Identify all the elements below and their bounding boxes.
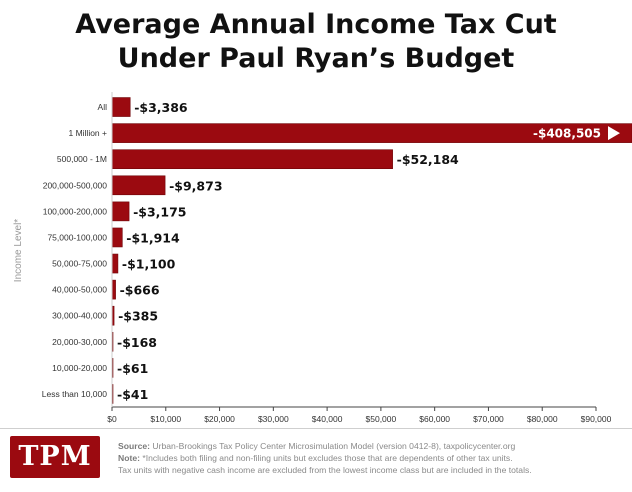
- category-label: Less than 10,000: [42, 389, 107, 399]
- source-line: Source: Urban-Brookings Tax Policy Cente…: [118, 440, 623, 452]
- category-label: 10,000-20,000: [52, 363, 107, 373]
- category-label: 40,000-50,000: [52, 285, 107, 295]
- value-label: -$1,914: [126, 230, 180, 245]
- bar-chart: All -$3,386 1 Million + -$408,505 500,000 - …: [13, 92, 632, 424]
- note-line-2: Tax units with negative cash income are …: [118, 465, 532, 475]
- chart-title-line-1: Average Annual Income Tax Cut: [75, 9, 557, 40]
- bar: [111, 253, 119, 274]
- x-tick-label: $90,000: [581, 414, 612, 424]
- bar: [111, 279, 116, 300]
- bar: [111, 97, 131, 117]
- value-label: -$385: [118, 309, 158, 324]
- value-label: -$3,386: [134, 100, 188, 115]
- x-tick-label: $70,000: [473, 414, 504, 424]
- note-line-1: Note: *Includes both filing and non-fili…: [118, 452, 623, 464]
- source-label: Source:: [118, 441, 150, 451]
- x-tick-label: $30,000: [258, 414, 289, 424]
- value-label: -$168: [117, 335, 157, 350]
- value-label: -$52,184: [397, 152, 459, 167]
- category-label: 75,000-100,000: [47, 232, 107, 242]
- category-label: 200,000-500,000: [43, 180, 108, 190]
- overflow-arrow-icon: [608, 126, 620, 141]
- footer-divider: [0, 428, 632, 429]
- x-tick-label: $0: [107, 414, 117, 424]
- x-tick-label: $10,000: [150, 414, 181, 424]
- note-text-1: *Includes both filing and non-filing uni…: [142, 453, 513, 463]
- chart-title: Average Annual Income Tax Cut Under Paul…: [0, 8, 632, 76]
- x-tick-label: $60,000: [419, 414, 450, 424]
- bar: [111, 175, 166, 196]
- value-label: -$3,175: [133, 204, 186, 219]
- value-label: -$9,873: [169, 178, 222, 193]
- value-label: -$666: [120, 283, 160, 298]
- bar: [111, 227, 123, 248]
- bar: [111, 201, 130, 222]
- source-text: Urban-Brookings Tax Policy Center Micros…: [152, 441, 516, 451]
- category-label: 50,000-75,000: [52, 259, 107, 269]
- note-label: Note:: [118, 453, 140, 463]
- category-label: 1 Million +: [68, 128, 107, 138]
- tpm-logo: TPM: [10, 436, 100, 478]
- x-tick-label: $40,000: [312, 414, 343, 424]
- category-label: 20,000-30,000: [52, 337, 107, 347]
- bar: [111, 149, 393, 170]
- category-label: 100,000-200,000: [43, 206, 108, 216]
- category-label: All: [98, 102, 108, 112]
- chart-title-line-2: Under Paul Ryan’s Budget: [117, 43, 515, 74]
- chart-notes: Source: Urban-Brookings Tax Policy Cente…: [118, 440, 623, 476]
- x-tick-label: $50,000: [366, 414, 397, 424]
- value-label: -$408,505: [533, 127, 601, 141]
- value-label: -$61: [117, 361, 148, 376]
- x-tick-label: $20,000: [204, 414, 235, 424]
- value-label: -$1,100: [122, 257, 176, 272]
- category-label: 30,000-40,000: [52, 311, 107, 321]
- category-label: 500,000 - 1M: [57, 154, 107, 164]
- x-tick-label: $80,000: [527, 414, 558, 424]
- value-label: -$41: [117, 387, 148, 402]
- y-axis-label: Income Level*: [13, 219, 24, 282]
